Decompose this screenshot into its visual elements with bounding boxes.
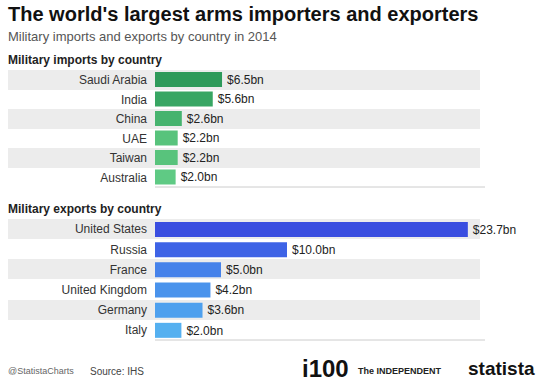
svg-text:$5.6bn: $5.6bn bbox=[218, 92, 255, 106]
svg-text:Italy: Italy bbox=[125, 323, 147, 337]
html-text:@StatistaCharts: @StatistaCharts bbox=[8, 366, 74, 376]
svg-text:$6.5bn: $6.5bn bbox=[227, 73, 264, 87]
html-text:The world's largest arms impor: The world's largest arms importers and e… bbox=[8, 3, 479, 25]
svg-text:$2.0bn: $2.0bn bbox=[186, 324, 223, 338]
html-text:Military exports by country: Military exports by country bbox=[8, 202, 162, 216]
svg-text:Taiwan: Taiwan bbox=[110, 151, 147, 165]
svg-text:$2.2bn: $2.2bn bbox=[183, 151, 220, 165]
html-text:Military imports by country: Military imports by country bbox=[8, 53, 162, 67]
svg-text:$2.0bn: $2.0bn bbox=[181, 170, 218, 184]
svg-text:United States: United States bbox=[75, 222, 147, 236]
html-text:i100: i100 bbox=[302, 355, 349, 382]
html-text:The INDEPENDENT: The INDEPENDENT bbox=[358, 366, 441, 376]
html-text:Source: IHS: Source: IHS bbox=[90, 366, 144, 377]
svg-text:India: India bbox=[121, 93, 147, 107]
svg-text:$5.0bn: $5.0bn bbox=[226, 263, 263, 277]
svg-text:$23.7bn: $23.7bn bbox=[473, 223, 516, 237]
svg-text:China: China bbox=[116, 112, 148, 126]
svg-text:France: France bbox=[110, 263, 148, 277]
svg-text:$3.6bn: $3.6bn bbox=[208, 303, 245, 317]
html-text:Military imports and exports b: Military imports and exports by country … bbox=[8, 29, 277, 44]
svg-text:Australia: Australia bbox=[100, 171, 147, 185]
svg-text:Saudi Arabia: Saudi Arabia bbox=[79, 73, 147, 87]
svg-text:UAE: UAE bbox=[122, 132, 147, 146]
svg-text:United Kingdom: United Kingdom bbox=[62, 283, 147, 297]
svg-text:$10.0bn: $10.0bn bbox=[292, 243, 335, 257]
svg-text:$2.6bn: $2.6bn bbox=[187, 112, 224, 126]
svg-text:$2.2bn: $2.2bn bbox=[183, 131, 220, 145]
svg-text:$4.2bn: $4.2bn bbox=[215, 283, 252, 297]
svg-text:Russia: Russia bbox=[110, 243, 147, 257]
svg-text:Germany: Germany bbox=[98, 303, 147, 317]
html-text:statista: statista bbox=[468, 358, 535, 379]
